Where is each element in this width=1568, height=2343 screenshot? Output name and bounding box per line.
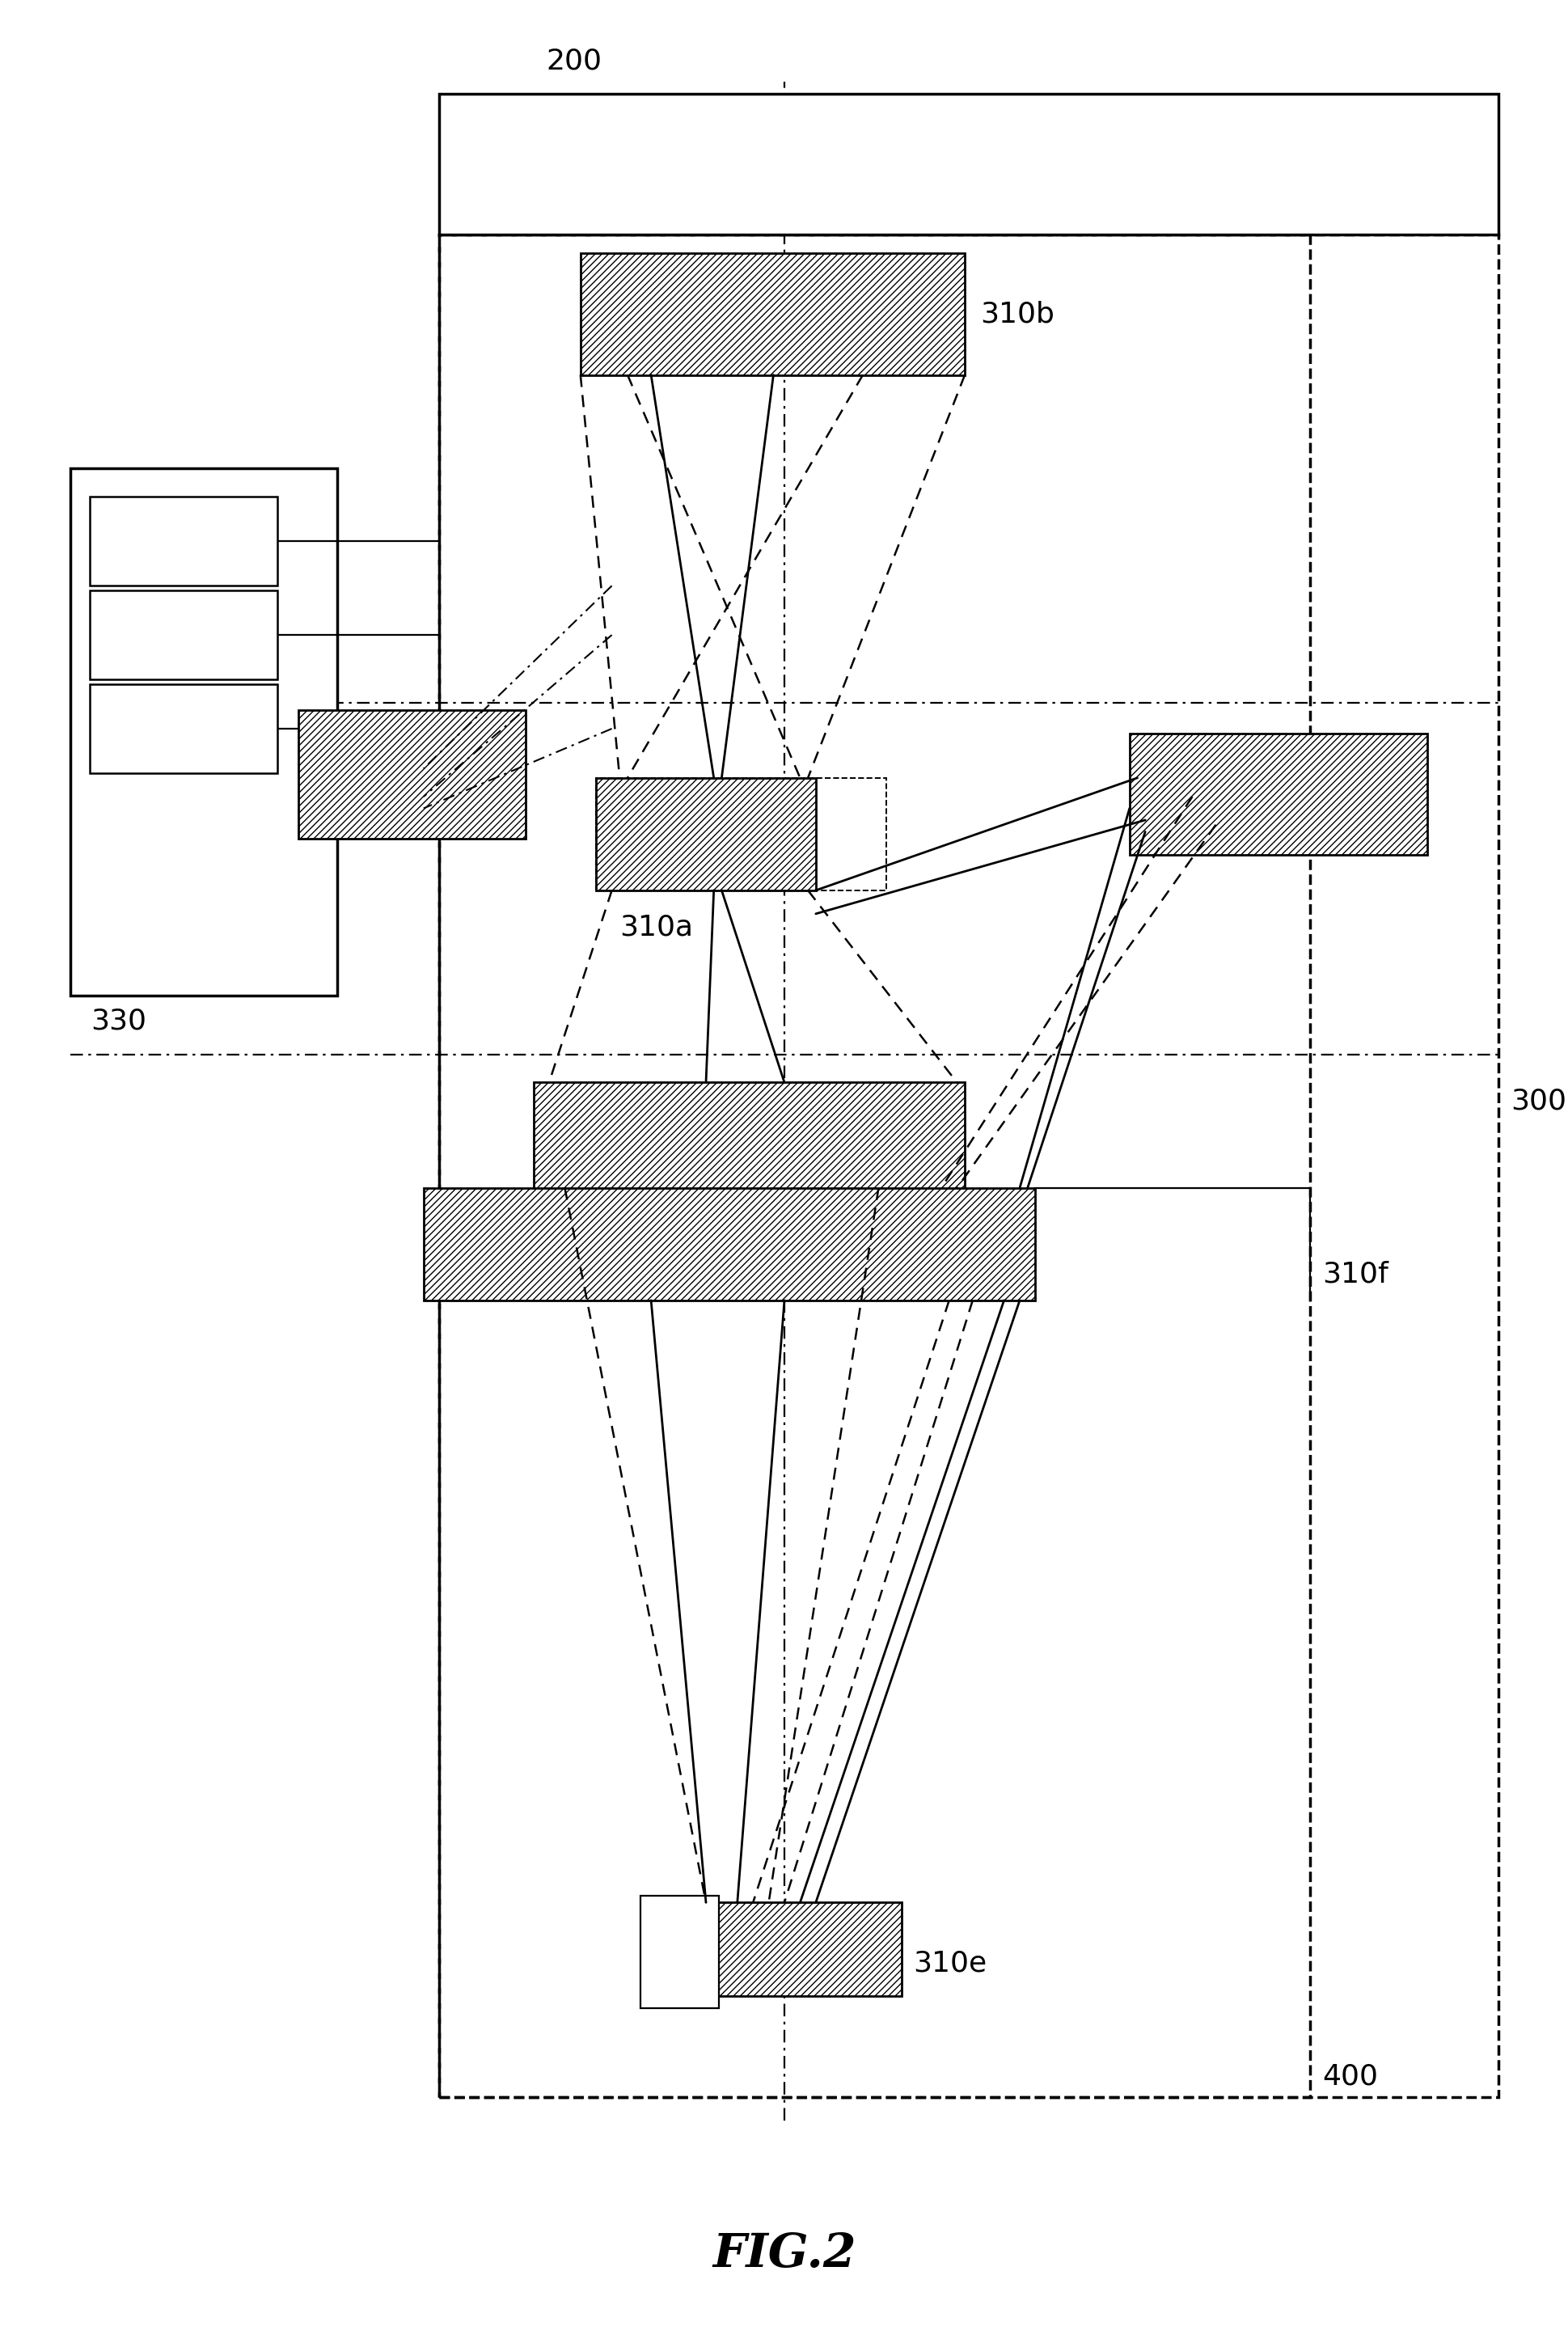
Bar: [71, 469, 337, 996]
Text: 310f: 310f: [1322, 1261, 1388, 1289]
Text: 310a: 310a: [619, 914, 693, 942]
Bar: [1129, 733, 1427, 855]
Bar: [89, 684, 278, 773]
Text: FIG.2: FIG.2: [712, 2231, 856, 2277]
Text: 310e: 310e: [913, 1949, 986, 1977]
Bar: [596, 778, 886, 890]
Text: 332: 332: [155, 527, 212, 555]
Bar: [89, 497, 278, 586]
Text: 300: 300: [1510, 1087, 1566, 1115]
Bar: [89, 590, 278, 679]
Bar: [439, 234, 1497, 2097]
Bar: [298, 710, 525, 839]
Text: 336: 336: [155, 715, 212, 743]
Text: 400: 400: [1322, 2062, 1378, 2090]
Bar: [439, 234, 1309, 2097]
Bar: [580, 253, 964, 375]
Text: 310c: 310c: [561, 1164, 633, 1193]
Text: 334: 334: [155, 621, 212, 649]
Text: 310b: 310b: [980, 300, 1054, 328]
Bar: [423, 1188, 1035, 1300]
Bar: [596, 778, 815, 890]
Text: 200: 200: [546, 47, 602, 75]
Text: 310d: 310d: [1135, 776, 1209, 804]
Text: 330: 330: [91, 1007, 147, 1036]
Bar: [640, 1895, 718, 2008]
Bar: [651, 1903, 902, 1996]
Bar: [439, 94, 1497, 234]
Bar: [533, 1082, 964, 1195]
